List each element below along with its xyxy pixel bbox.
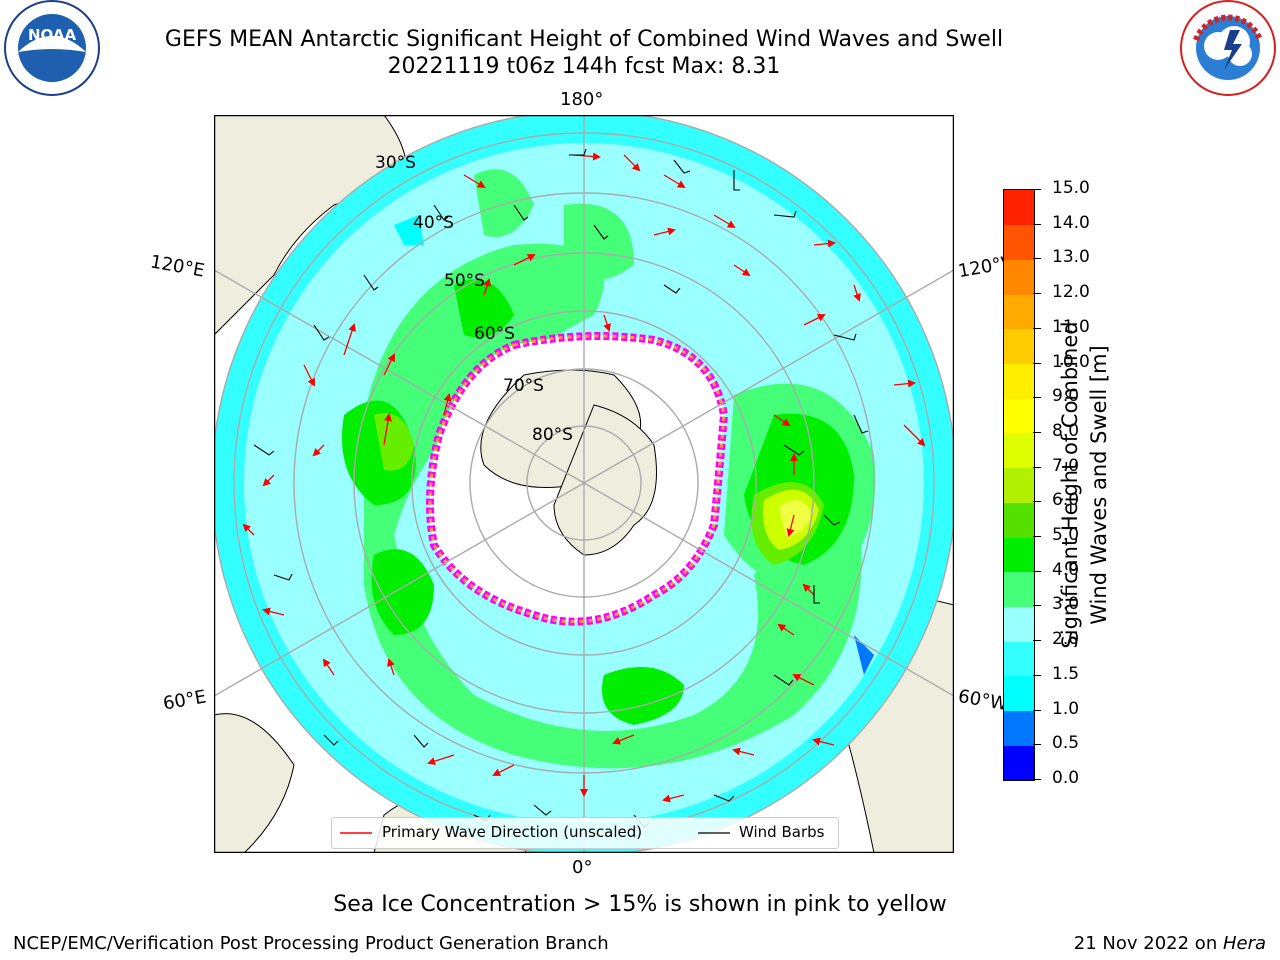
colorbar-segment bbox=[1004, 502, 1034, 538]
lon-label-0: 0° bbox=[572, 857, 593, 878]
colorbar-tick-mark bbox=[1033, 570, 1041, 572]
colorbar-segment bbox=[1004, 190, 1034, 226]
colorbar-tick-mark bbox=[1033, 536, 1041, 538]
colorbar-segment bbox=[1004, 467, 1034, 503]
colorbar bbox=[1003, 189, 1035, 781]
wave-direction-legend-icon bbox=[340, 832, 372, 834]
lat-label-70s: 70°S bbox=[503, 376, 544, 396]
footer-date: 21 Nov 2022 on Hera bbox=[1074, 933, 1266, 954]
colorbar-label: Significant Height of Combined Wind Wave… bbox=[1056, 321, 1114, 648]
colorbar-tick-mark bbox=[1033, 744, 1041, 746]
legend-wind-barbs-label: Wind Barbs bbox=[739, 823, 825, 841]
colorbar-tick-label: 0.0 bbox=[1052, 768, 1080, 788]
colorbar-tick-label: 9.0 bbox=[1052, 386, 1080, 407]
colorbar-tick-label: 2.0 bbox=[1052, 629, 1080, 650]
colorbar-segment bbox=[1004, 710, 1034, 746]
colorbar-segment bbox=[1004, 606, 1034, 642]
lon-label-120e: 120°E bbox=[148, 251, 207, 282]
colorbar-tick-label: 11.0 bbox=[1052, 316, 1090, 337]
colorbar-tick-label: 8.0 bbox=[1052, 420, 1080, 441]
colorbar-tick-mark bbox=[1033, 293, 1041, 295]
colorbar-tick-label: 13.0 bbox=[1052, 247, 1090, 268]
colorbar-tick-label: 1.0 bbox=[1052, 698, 1080, 719]
colorbar-tick-label: 10.0 bbox=[1052, 351, 1090, 372]
colorbar-label-line1: Significant Height of Combined bbox=[1058, 321, 1082, 649]
colorbar-tick-label: 15.0 bbox=[1052, 178, 1090, 198]
colorbar-segment bbox=[1004, 363, 1034, 399]
colorbar-segment bbox=[1004, 571, 1034, 607]
colorbar-segment bbox=[1004, 259, 1034, 295]
lat-label-80s: 80°S bbox=[532, 425, 573, 445]
colorbar-segment bbox=[1004, 398, 1034, 434]
noaa-logo: NOAA bbox=[2, 0, 102, 100]
colorbar-tick-label: 5.0 bbox=[1052, 525, 1080, 546]
footer-host: Hera bbox=[1222, 933, 1266, 954]
colorbar-tick-label: 0.5 bbox=[1052, 733, 1080, 754]
lat-label-30s: 30°S bbox=[375, 153, 416, 173]
colorbar-tick-label: 1.5 bbox=[1052, 663, 1080, 684]
polar-map bbox=[214, 115, 954, 853]
colorbar-tick-mark bbox=[1033, 466, 1041, 468]
colorbar-tick-mark bbox=[1033, 501, 1041, 503]
colorbar-tick-mark bbox=[1033, 674, 1041, 676]
wave-direction-arrows bbox=[242, 152, 926, 803]
colorbar-tick-mark bbox=[1033, 189, 1041, 190]
colorbar-tick-mark bbox=[1033, 397, 1041, 399]
lon-label-60w: 60°W bbox=[956, 685, 1010, 716]
colorbar-tick-label: 14.0 bbox=[1052, 212, 1090, 233]
map-legend: Primary Wave Direction (unscaled) Wind B… bbox=[331, 817, 839, 849]
chart-subtitle: 20221119 t06z 144h fcst Max: 8.31 bbox=[387, 54, 781, 79]
colorbar-tick-mark bbox=[1033, 327, 1041, 329]
footer-org: NCEP/EMC/Verification Post Processing Pr… bbox=[13, 933, 609, 954]
colorbar-segment bbox=[1004, 675, 1034, 712]
antarctica bbox=[426, 332, 729, 626]
map-border bbox=[214, 115, 954, 853]
colorbar-tick-label: 6.0 bbox=[1052, 490, 1080, 511]
colorbar-segment bbox=[1004, 745, 1034, 781]
colorbar-tick-label: 7.0 bbox=[1052, 455, 1080, 476]
colorbar-tick-label: 4.0 bbox=[1052, 559, 1080, 580]
sea-ice-note: Sea Ice Concentration > 15% is shown in … bbox=[333, 892, 947, 917]
colorbar-segment bbox=[1004, 224, 1034, 260]
colorbar-tick-mark bbox=[1033, 431, 1041, 433]
lon-label-60e: 60°E bbox=[161, 686, 208, 715]
chart-title: GEFS MEAN Antarctic Significant Height o… bbox=[164, 27, 1004, 52]
wind-barb-legend-icon bbox=[698, 832, 730, 834]
svg-text:NOAA: NOAA bbox=[28, 26, 77, 44]
lat-label-50s: 50°S bbox=[444, 271, 485, 291]
colorbar-tick-mark bbox=[1033, 223, 1041, 225]
colorbar-segment bbox=[1004, 432, 1034, 469]
colorbar-tick-mark bbox=[1033, 709, 1041, 711]
lon-label-180: 180° bbox=[560, 89, 604, 110]
legend-wave-direction-label: Primary Wave Direction (unscaled) bbox=[382, 823, 643, 841]
colorbar-segment bbox=[1004, 294, 1034, 330]
colorbar-label-line2: Wind Waves and Swell [m] bbox=[1087, 345, 1111, 625]
colorbar-tick-mark bbox=[1033, 605, 1041, 607]
lat-label-40s: 40°S bbox=[413, 213, 454, 233]
colorbar-segment bbox=[1004, 641, 1034, 677]
lat-label-60s: 60°S bbox=[474, 324, 515, 344]
wind-barbs bbox=[253, 148, 869, 828]
colorbar-tick-label: 12.0 bbox=[1052, 282, 1090, 303]
colorbar-tick-label: 3.0 bbox=[1052, 594, 1080, 615]
colorbar-segment bbox=[1004, 328, 1034, 365]
colorbar-tick-mark bbox=[1033, 779, 1041, 780]
colorbar-tick-mark bbox=[1033, 362, 1041, 364]
nws-logo bbox=[1178, 0, 1278, 100]
colorbar-segment bbox=[1004, 537, 1034, 573]
colorbar-tick-mark bbox=[1033, 640, 1041, 642]
footer-date-text: 21 Nov 2022 on bbox=[1073, 933, 1223, 954]
colorbar-tick-mark bbox=[1033, 258, 1041, 260]
